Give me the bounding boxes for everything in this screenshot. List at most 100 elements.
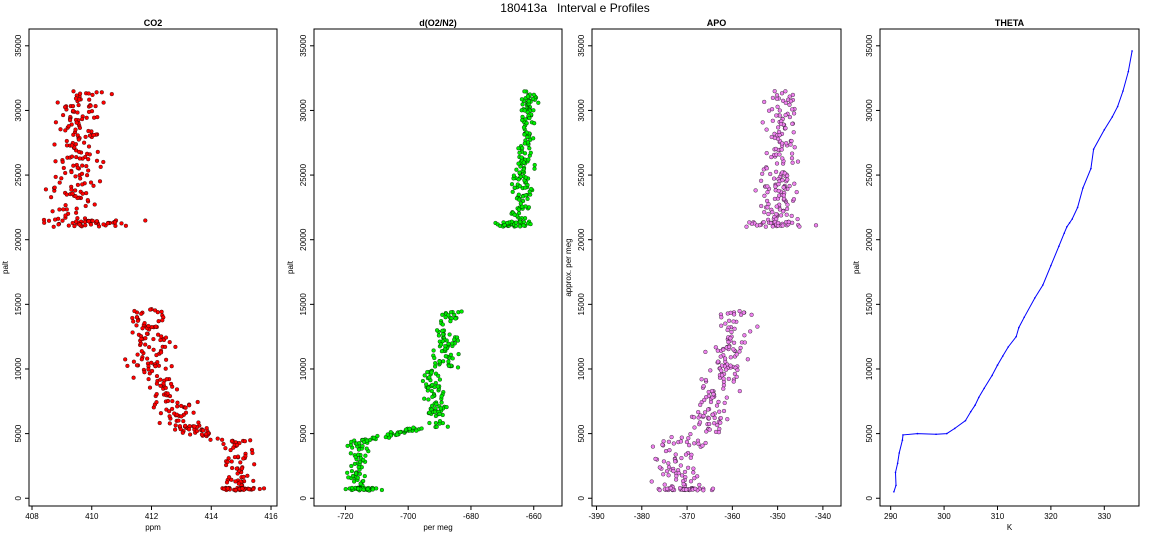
data-point xyxy=(732,326,737,331)
data-point xyxy=(436,333,441,338)
data-point xyxy=(703,349,708,354)
data-point xyxy=(440,312,445,317)
x-tick-label: 290 xyxy=(884,512,898,521)
data-point xyxy=(666,473,671,478)
data-point xyxy=(238,460,243,465)
data-point xyxy=(92,202,97,207)
x-tick-label: -370 xyxy=(679,512,696,521)
data-point xyxy=(780,141,785,146)
data-point xyxy=(1092,148,1095,151)
data-point xyxy=(134,363,140,368)
y-tick-label: 35000 xyxy=(865,34,874,57)
data-point xyxy=(697,482,702,487)
data-point xyxy=(893,490,895,493)
data-point xyxy=(737,349,742,354)
data-point xyxy=(696,441,701,446)
data-point xyxy=(991,374,993,377)
data-point xyxy=(789,213,794,218)
data-point xyxy=(673,459,678,464)
data-point xyxy=(348,451,353,456)
data-point xyxy=(422,396,427,401)
data-point xyxy=(517,170,522,175)
data-point xyxy=(130,315,135,321)
data-point xyxy=(516,177,521,182)
y-tick-label: 30000 xyxy=(865,99,874,122)
data-point xyxy=(521,223,526,228)
y-tick-label: 25000 xyxy=(299,163,308,186)
data-point xyxy=(53,217,58,222)
data-point xyxy=(157,420,162,426)
data-point xyxy=(427,420,432,426)
data-point xyxy=(158,411,163,416)
data-point xyxy=(407,426,412,431)
data-point xyxy=(220,437,225,442)
data-point xyxy=(433,361,438,366)
panel-title: THETA xyxy=(995,18,1025,28)
data-point xyxy=(681,482,686,487)
data-point xyxy=(724,367,729,372)
y-tick-label: 15000 xyxy=(577,293,586,316)
data-point xyxy=(721,383,726,388)
data-point xyxy=(704,395,709,400)
data-point xyxy=(668,486,673,491)
data-point xyxy=(59,176,64,181)
y-tick-label: 0 xyxy=(577,495,586,500)
data-point xyxy=(147,385,153,390)
data-point xyxy=(657,488,662,493)
data-point xyxy=(653,456,658,461)
data-point xyxy=(179,414,184,419)
data-point xyxy=(529,186,534,192)
data-point xyxy=(785,177,790,182)
data-point xyxy=(674,474,679,479)
data-point xyxy=(433,406,438,411)
data-point xyxy=(224,463,229,468)
data-point xyxy=(51,224,56,229)
y-axis-label: palt xyxy=(286,260,295,274)
data-point xyxy=(762,193,767,198)
data-point xyxy=(252,462,257,467)
data-point xyxy=(780,223,785,228)
data-point xyxy=(170,406,175,411)
data-point xyxy=(714,403,720,408)
panel-title: d(O2/N2) xyxy=(419,18,457,28)
data-point xyxy=(789,156,795,161)
data-point xyxy=(164,357,169,362)
data-point xyxy=(56,222,61,227)
data-point xyxy=(43,187,48,192)
data-point xyxy=(143,218,148,223)
data-point xyxy=(372,435,377,440)
x-axis-label: K xyxy=(1007,523,1013,532)
data-point xyxy=(687,443,692,448)
data-point xyxy=(70,104,76,109)
data-point xyxy=(154,353,159,358)
data-point xyxy=(759,178,764,183)
data-point xyxy=(86,219,91,224)
data-point xyxy=(776,188,781,193)
data-point xyxy=(516,207,521,212)
data-point xyxy=(770,210,775,215)
y-tick-label: 25000 xyxy=(14,163,23,186)
data-point xyxy=(63,170,68,176)
data-point xyxy=(774,96,780,101)
data-point xyxy=(88,222,94,227)
data-point xyxy=(790,92,795,97)
data-point xyxy=(170,399,175,404)
data-point xyxy=(86,157,91,162)
data-point xyxy=(674,477,679,482)
data-point xyxy=(73,194,78,199)
data-point xyxy=(712,415,717,420)
data-point xyxy=(761,220,766,225)
data-point xyxy=(1050,264,1052,267)
data-point xyxy=(787,115,792,120)
data-point xyxy=(688,479,694,484)
data-point xyxy=(240,486,245,491)
data-point xyxy=(765,184,770,189)
data-point xyxy=(134,315,139,320)
data-point xyxy=(352,479,357,484)
data-point xyxy=(514,167,519,172)
data-point xyxy=(233,488,238,493)
data-point xyxy=(724,395,729,400)
data-point xyxy=(710,412,715,417)
y-tick-label: 5000 xyxy=(577,424,586,442)
data-point xyxy=(945,432,948,435)
